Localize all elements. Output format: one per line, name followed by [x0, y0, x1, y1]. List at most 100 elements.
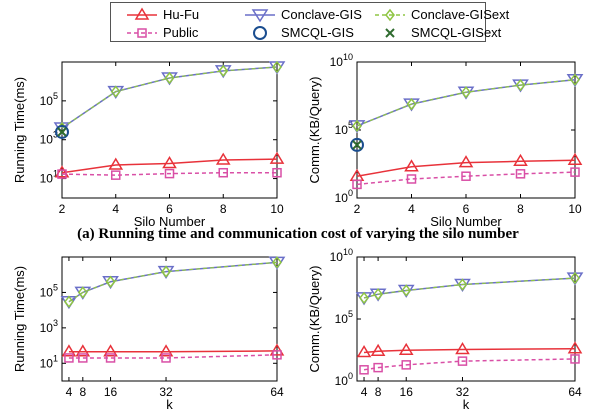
series-hu-fu — [61, 343, 285, 357]
data-point — [370, 343, 386, 357]
data-point — [61, 344, 77, 357]
legend-swatch — [253, 26, 267, 40]
data-point — [406, 174, 417, 184]
data-point — [457, 356, 468, 366]
legend-swatch — [127, 28, 157, 38]
data-point — [461, 171, 471, 181]
data-point — [103, 344, 118, 357]
data-point — [161, 265, 171, 278]
legend-marker — [385, 8, 395, 22]
data-point — [455, 341, 470, 355]
data-point — [350, 137, 364, 152]
data-point — [373, 287, 384, 301]
series-smcql-gisext — [352, 140, 362, 150]
legend-marker — [134, 7, 150, 20]
series-smcql-gisext — [57, 127, 67, 137]
data-point — [373, 362, 383, 373]
series-line — [61, 171, 277, 176]
y-axis-label: Comm.(KB/Query) — [307, 266, 322, 373]
legend-swatch — [385, 28, 395, 38]
legend-marker — [137, 28, 147, 38]
plot-frame — [61, 256, 278, 382]
chart-4: 4 8 16 32 64 100 105 1010 k Comm.(KB/Query) — [307, 247, 584, 412]
series-hu-fu — [356, 341, 583, 358]
data-point — [108, 157, 124, 170]
data-point — [570, 354, 580, 364]
data-point — [215, 152, 231, 165]
data-point — [359, 291, 369, 305]
x-axis-label: k — [166, 397, 173, 412]
data-point — [218, 167, 228, 178]
x-tick-label: 32 — [159, 385, 173, 399]
y-tick-label: 1010 — [330, 247, 353, 264]
series-hu-fu — [349, 152, 583, 181]
series-conclave-gis — [355, 272, 584, 306]
series-line — [61, 158, 278, 174]
data-point — [111, 170, 121, 180]
y-tick-label: 103 — [40, 318, 58, 335]
data-point — [398, 342, 414, 356]
x-tick-label: 6 — [166, 202, 173, 216]
data-point — [513, 153, 528, 167]
data-point — [272, 256, 282, 269]
data-point — [54, 165, 70, 178]
series-line — [68, 350, 278, 353]
data-point — [110, 85, 121, 98]
series-conclave-gisext — [352, 73, 580, 133]
data-point — [567, 341, 583, 354]
data-point — [75, 344, 91, 357]
legend-marker — [385, 28, 395, 38]
legend-swatch — [245, 9, 275, 23]
x-tick-label: 16 — [104, 385, 118, 399]
series-line — [363, 277, 576, 299]
y-tick-label: 105 — [40, 91, 58, 108]
series-line — [363, 277, 576, 299]
series-hu-fu — [54, 151, 285, 178]
x-tick-label: 32 — [456, 385, 470, 399]
data-point — [63, 295, 74, 308]
chart-legend: Hu-Fu Conclave-GIS Conclave-GISext Public SM… — [110, 2, 509, 42]
data-point — [164, 71, 175, 85]
data-point — [352, 119, 362, 133]
chart-3: 4 8 16 32 64 101 103 105 k Running Time(ms) — [12, 256, 286, 412]
x-tick-label: 8 — [220, 202, 227, 216]
data-point — [105, 353, 116, 363]
x-tick-label: 8 — [517, 202, 524, 216]
data-point — [359, 365, 369, 375]
y-axis-label: Comm.(KB/Query) — [307, 77, 322, 184]
data-point — [272, 60, 282, 74]
series-public — [352, 167, 580, 190]
data-point — [570, 73, 580, 86]
x-axis-label: Silo Number — [134, 214, 206, 229]
data-point — [77, 286, 88, 299]
data-point — [457, 278, 468, 291]
data-point — [401, 284, 412, 297]
series-public — [57, 167, 282, 180]
data-point — [570, 271, 580, 285]
y-tick-label: 105 — [335, 309, 353, 326]
legend-label: SMCQL-GISext — [411, 25, 502, 40]
data-point — [272, 167, 282, 178]
x-tick-label: 64 — [270, 385, 284, 399]
data-point — [352, 179, 362, 190]
x-tick-label: 4 — [112, 202, 119, 216]
legend-swatch — [127, 7, 157, 20]
data-point — [406, 97, 417, 111]
series-smcql-gis — [350, 137, 364, 152]
data-point — [269, 343, 285, 356]
y-axis-label: Running Time(ms) — [12, 77, 27, 183]
data-point — [162, 155, 177, 169]
data-point — [458, 155, 474, 168]
x-axis-label: Silo Number — [430, 214, 502, 229]
data-point — [55, 124, 69, 139]
series-line — [61, 66, 278, 129]
data-point — [218, 64, 229, 78]
y-tick-label: 100 — [335, 188, 353, 205]
data-point — [515, 78, 526, 92]
series-line — [363, 347, 576, 354]
legend-label: Conclave-GISext — [411, 7, 510, 22]
series-conclave-gisext — [359, 271, 580, 305]
data-point — [401, 360, 411, 370]
data-point — [161, 353, 171, 363]
